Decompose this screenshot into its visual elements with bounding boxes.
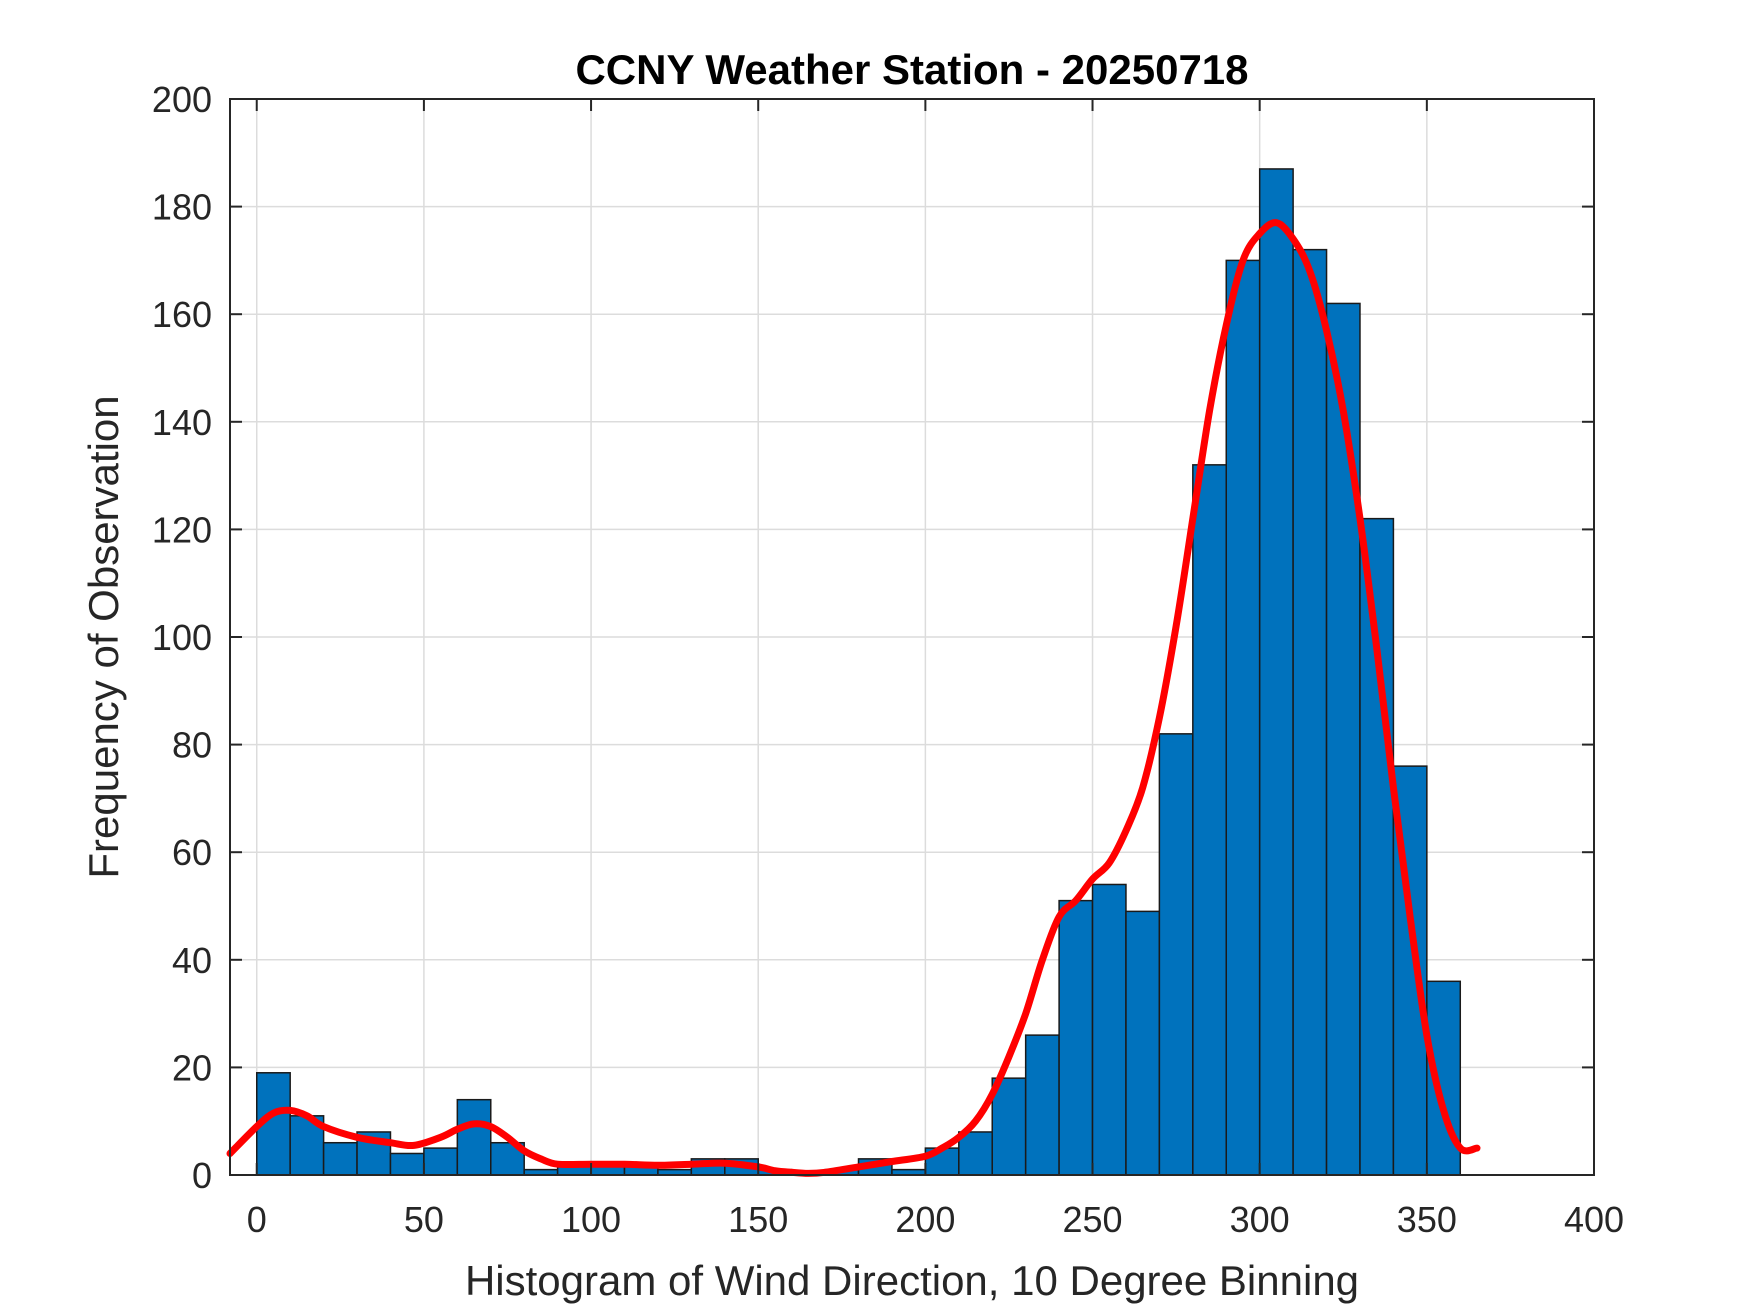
y-tick-label: 120 bbox=[152, 509, 212, 550]
y-tick-label: 180 bbox=[152, 187, 212, 228]
y-tick-label: 200 bbox=[152, 79, 212, 120]
histogram-bar bbox=[1158, 733, 1194, 1176]
histogram-bar bbox=[1325, 302, 1361, 1176]
y-tick-label: 40 bbox=[172, 940, 212, 981]
x-tick-label: 100 bbox=[561, 1199, 621, 1240]
histogram-bar bbox=[1225, 259, 1261, 1176]
y-tick-label: 20 bbox=[172, 1047, 212, 1088]
histogram-bar bbox=[1024, 1034, 1060, 1176]
x-tick-label: 150 bbox=[728, 1199, 788, 1240]
histogram-bar bbox=[423, 1147, 459, 1176]
y-tick-label: 60 bbox=[172, 832, 212, 873]
fit-curve bbox=[226, 219, 1481, 1177]
tick-marks bbox=[230, 98, 1595, 1176]
x-tick-label: 300 bbox=[1230, 1199, 1290, 1240]
histogram-bar bbox=[958, 1131, 993, 1176]
fit-curve-line bbox=[226, 219, 1481, 1177]
y-tick-label: 160 bbox=[152, 294, 212, 335]
histogram-bar bbox=[1359, 517, 1395, 1176]
histogram-bar bbox=[1258, 168, 1294, 1176]
x-tick-labels: 0 50 100 150 200 250 300 350 400 bbox=[247, 1199, 1624, 1240]
histogram-bar bbox=[1091, 883, 1127, 1176]
x-tick-label: 50 bbox=[404, 1199, 444, 1240]
y-tick-label: 80 bbox=[172, 725, 212, 766]
chart-title: CCNY Weather Station - 20250718 bbox=[575, 46, 1248, 93]
histogram-bar bbox=[389, 1152, 425, 1176]
y-tick-labels: 0 20 40 60 80 100 120 140 160 180 200 bbox=[152, 79, 212, 1196]
x-tick-label: 200 bbox=[895, 1199, 955, 1240]
x-tick-label: 400 bbox=[1564, 1199, 1624, 1240]
y-tick-label: 140 bbox=[152, 402, 212, 443]
y-tick-label: 100 bbox=[152, 617, 212, 658]
x-tick-label: 0 bbox=[247, 1199, 267, 1240]
x-axis-label: Histogram of Wind Direction, 10 Degree B… bbox=[465, 1257, 1359, 1304]
histogram-bar bbox=[1292, 248, 1328, 1176]
histogram-bar bbox=[1125, 910, 1161, 1176]
histogram-bar bbox=[991, 1077, 1027, 1176]
histogram-bar bbox=[1192, 464, 1228, 1176]
y-tick-label: 0 bbox=[192, 1155, 212, 1196]
histogram-bar bbox=[1058, 899, 1094, 1176]
histogram-bar bbox=[322, 1141, 358, 1176]
y-axis-label: Frequency of Observation bbox=[80, 395, 127, 878]
histogram-bar bbox=[456, 1098, 492, 1176]
x-tick-label: 250 bbox=[1062, 1199, 1122, 1240]
x-tick-label: 350 bbox=[1397, 1199, 1457, 1240]
